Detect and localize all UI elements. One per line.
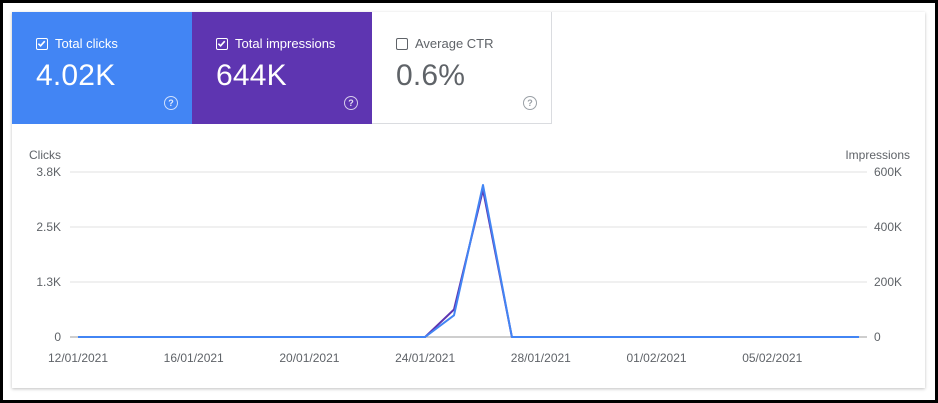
metric-value: 0.6%	[396, 59, 466, 92]
x-axis-tick-label: 24/01/2021	[395, 351, 455, 365]
left-axis-tick-label: 1.3K	[36, 275, 61, 289]
right-axis-tick-label: 0	[874, 330, 881, 344]
x-axis-tick-label: 05/02/2021	[742, 351, 802, 365]
help-icon[interactable]: ?	[523, 96, 537, 110]
series-line-clicks	[78, 184, 859, 338]
metric-tile-average-ctr[interactable]: Average CTR 0.6% ?	[372, 12, 552, 124]
performance-line-chart: Clicks Impressions 3.8K 600K 2.5K 400K 1.3K 2…	[29, 148, 910, 365]
help-icon[interactable]: ?	[164, 96, 178, 110]
x-axis-tick-label: 28/01/2021	[511, 351, 571, 365]
left-axis-tick-label: 3.8K	[36, 165, 61, 179]
right-axis-tick-label: 200K	[874, 275, 902, 289]
metric-value: 644K	[216, 59, 287, 92]
metric-label: Average CTR	[415, 36, 494, 51]
metric-value: 4.02K	[36, 59, 116, 92]
help-icon[interactable]: ?	[344, 96, 358, 110]
checkbox-unchecked-icon[interactable]	[396, 38, 408, 50]
left-axis-tick-label: 2.5K	[36, 220, 61, 234]
performance-card: Total clicks 4.02K ? Total impressions 6…	[12, 12, 925, 388]
right-axis-tick-label: 600K	[874, 165, 902, 179]
x-axis-tick-label: 20/01/2021	[279, 351, 339, 365]
metric-label: Total clicks	[55, 36, 118, 51]
checkbox-checked-icon[interactable]	[36, 38, 48, 50]
x-axis-tick-label: 01/02/2021	[626, 351, 686, 365]
metric-tile-total-clicks[interactable]: Total clicks 4.02K ?	[12, 12, 192, 124]
left-axis-tick-label: 0	[54, 330, 61, 344]
metric-tile-total-impressions[interactable]: Total impressions 644K ?	[192, 12, 372, 124]
x-axis-tick-label: 16/01/2021	[164, 351, 224, 365]
x-axis-tick-label: 12/01/2021	[48, 351, 108, 365]
left-axis-title: Clicks	[29, 148, 61, 162]
metric-label: Total impressions	[235, 36, 336, 51]
right-axis-tick-label: 400K	[874, 220, 902, 234]
series-line-impressions	[78, 188, 859, 338]
right-axis-title: Impressions	[845, 148, 910, 162]
checkbox-checked-icon[interactable]	[216, 38, 228, 50]
